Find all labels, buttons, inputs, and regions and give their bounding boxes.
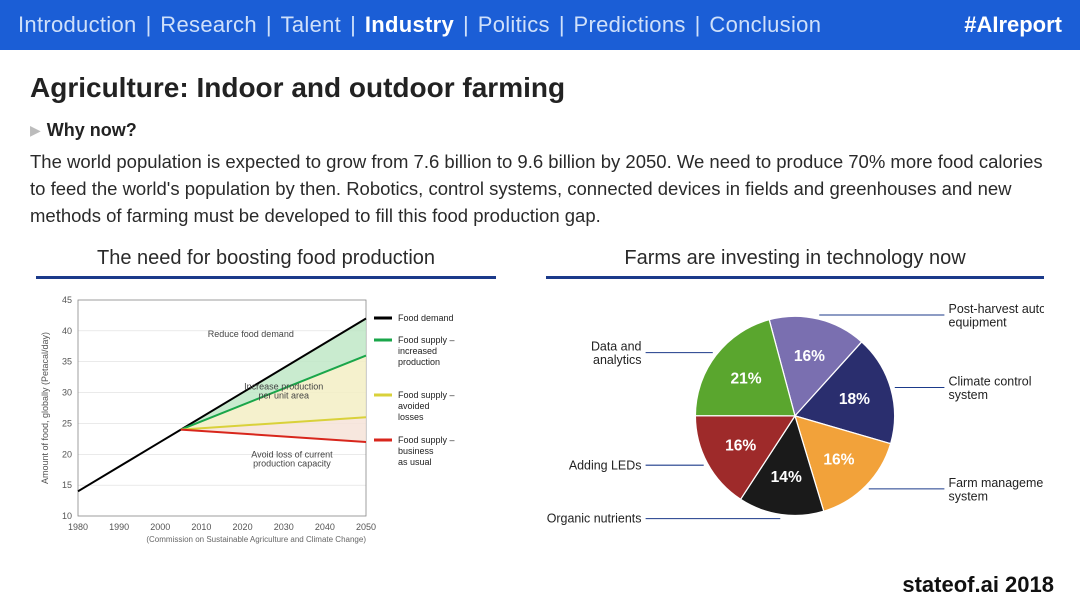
svg-text:as usual: as usual	[398, 457, 432, 467]
nav-list: Introduction | Research | Talent | Indus…	[18, 12, 964, 38]
svg-text:2030: 2030	[274, 522, 294, 532]
nav-politics[interactable]: Politics	[478, 12, 550, 38]
svg-text:40: 40	[62, 326, 72, 336]
svg-text:Food supply –: Food supply –	[398, 335, 455, 345]
svg-text:Climate control: Climate control	[949, 375, 1032, 389]
svg-text:Food supply –: Food supply –	[398, 435, 455, 445]
svg-text:Data and: Data and	[591, 340, 642, 354]
right-chart-column: Farms are investing in technology now 16…	[546, 247, 1044, 549]
svg-text:15: 15	[62, 481, 72, 491]
svg-text:16%: 16%	[725, 438, 756, 455]
pie-chart: 16% Post-harvest automationequipment 18% Cl…	[546, 289, 1044, 549]
svg-text:Food demand: Food demand	[398, 313, 454, 323]
svg-text:Adding LEDs: Adding LEDs	[569, 459, 642, 473]
nav-research[interactable]: Research	[160, 12, 257, 38]
svg-text:25: 25	[62, 419, 72, 429]
subheading: Why now?	[47, 120, 137, 141]
pie-chart-svg: 16% Post-harvest automationequipment 18% Cl…	[546, 289, 1044, 549]
svg-text:1980: 1980	[68, 522, 88, 532]
svg-text:per unit area: per unit area	[258, 391, 309, 401]
svg-text:20: 20	[62, 450, 72, 460]
svg-text:avoided: avoided	[398, 401, 430, 411]
nav-talent[interactable]: Talent	[281, 12, 342, 38]
nav-industry[interactable]: Industry	[365, 12, 454, 38]
body-paragraph: The world population is expected to grow…	[30, 149, 1050, 229]
svg-text:Amount of food, globally (Peta: Amount of food, globally (Petacal/day)	[40, 332, 50, 484]
svg-text:30: 30	[62, 388, 72, 398]
left-chart-underline	[36, 276, 496, 279]
svg-text:10: 10	[62, 511, 72, 521]
subheading-row: ▶ Why now?	[30, 120, 1050, 141]
right-chart-title: Farms are investing in technology now	[546, 247, 1044, 276]
svg-text:35: 35	[62, 357, 72, 367]
nav-separator: |	[695, 12, 701, 38]
svg-text:21%: 21%	[730, 371, 761, 388]
svg-text:2010: 2010	[191, 522, 211, 532]
svg-text:losses: losses	[398, 412, 424, 422]
left-chart-column: The need for boosting food production 10…	[36, 247, 496, 549]
svg-text:Food supply –: Food supply –	[398, 390, 455, 400]
svg-text:Farm management: Farm management	[949, 476, 1044, 490]
svg-text:1990: 1990	[109, 522, 129, 532]
nav-separator: |	[146, 12, 152, 38]
svg-text:45: 45	[62, 295, 72, 305]
svg-text:(Commission on Sustainable Agr: (Commission on Sustainable Agriculture a…	[146, 535, 366, 544]
svg-text:production: production	[398, 357, 440, 367]
charts-row: The need for boosting food production 10…	[30, 247, 1050, 549]
svg-text:system: system	[949, 490, 988, 504]
slide-content: Agriculture: Indoor and outdoor farming …	[0, 50, 1080, 559]
nav-separator: |	[266, 12, 272, 38]
svg-text:increased: increased	[398, 346, 437, 356]
line-chart: 10 15 20 25 30 35 40 45 1980 1990 2000 2010 2020 2030…	[36, 289, 496, 549]
svg-text:18%: 18%	[839, 392, 870, 409]
svg-text:Reduce food demand: Reduce food demand	[208, 329, 294, 339]
top-nav-bar: Introduction | Research | Talent | Indus…	[0, 0, 1080, 50]
svg-text:business: business	[398, 446, 434, 456]
svg-text:Post-harvest automation: Post-harvest automation	[949, 302, 1044, 316]
svg-text:Organic nutrients: Organic nutrients	[547, 512, 642, 526]
hashtag-label: #AIreport	[964, 12, 1062, 38]
left-chart-title: The need for boosting food production	[36, 247, 496, 276]
svg-text:2050: 2050	[356, 522, 376, 532]
nav-separator: |	[463, 12, 469, 38]
svg-text:analytics: analytics	[593, 353, 641, 367]
right-chart-underline	[546, 276, 1044, 279]
nav-separator: |	[350, 12, 356, 38]
nav-separator: |	[559, 12, 565, 38]
svg-text:16%: 16%	[794, 348, 825, 365]
svg-text:2040: 2040	[315, 522, 335, 532]
svg-text:2000: 2000	[150, 522, 170, 532]
svg-text:production capacity: production capacity	[253, 459, 331, 469]
svg-text:system: system	[949, 388, 988, 402]
footer-brand: stateof.ai 2018	[902, 572, 1054, 598]
line-chart-svg: 10 15 20 25 30 35 40 45 1980 1990 2000 2010 2020 2030…	[36, 289, 496, 549]
svg-text:16%: 16%	[823, 452, 854, 469]
svg-text:2020: 2020	[233, 522, 253, 532]
nav-predictions[interactable]: Predictions	[574, 12, 686, 38]
svg-text:14%: 14%	[771, 470, 802, 487]
triangle-icon: ▶	[30, 122, 41, 139]
nav-conclusion[interactable]: Conclusion	[709, 12, 821, 38]
nav-introduction[interactable]: Introduction	[18, 12, 137, 38]
page-title: Agriculture: Indoor and outdoor farming	[30, 72, 1050, 104]
svg-text:equipment: equipment	[949, 316, 1008, 330]
